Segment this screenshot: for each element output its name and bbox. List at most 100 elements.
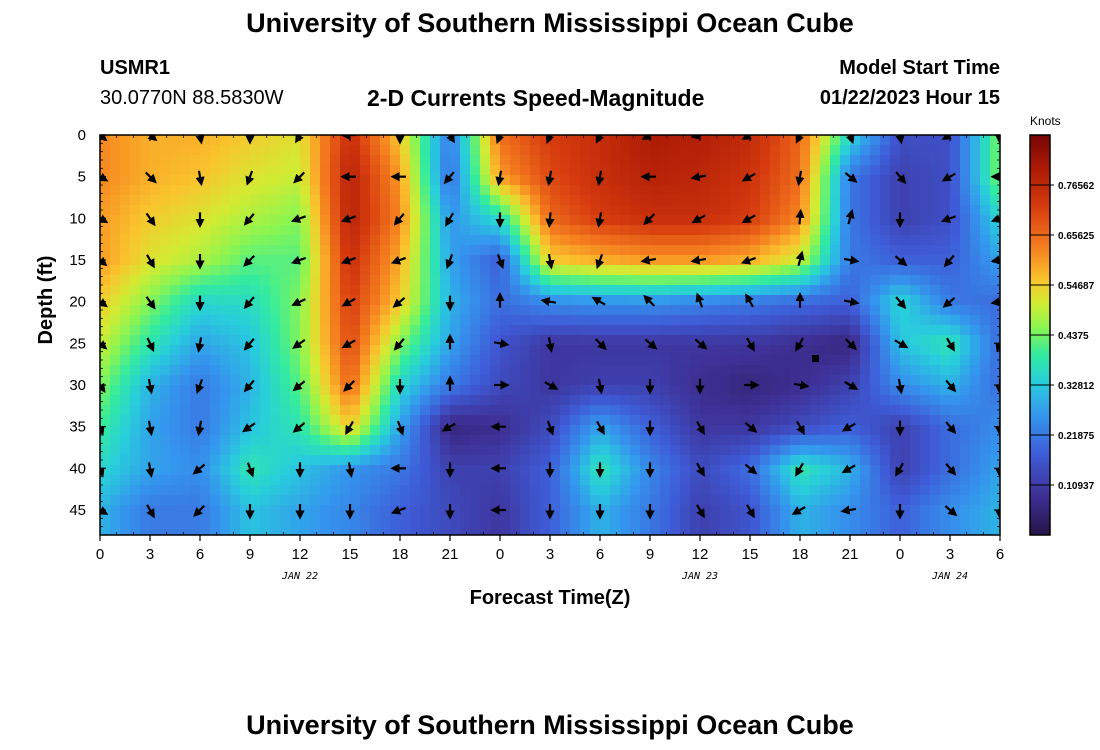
heatmap-cell (280, 155, 291, 166)
heatmap-cell (860, 505, 871, 516)
heatmap-cell (840, 285, 851, 296)
heatmap-cell (540, 275, 551, 286)
heatmap-cell (720, 465, 731, 476)
heatmap-cell (750, 145, 761, 156)
heatmap-cell (520, 295, 531, 306)
heatmap-cell (990, 235, 1000, 246)
heatmap-cell (480, 235, 491, 246)
heatmap-cell (190, 265, 201, 276)
heatmap-cell (510, 295, 521, 306)
heatmap-cell (240, 135, 251, 146)
heatmap-cell (440, 145, 451, 156)
current-vector (841, 464, 856, 474)
heatmap-cell (430, 165, 441, 176)
current-vector (193, 504, 206, 517)
heatmap-cell (650, 425, 661, 436)
heatmap-cell (970, 165, 981, 176)
heatmap-cell (510, 275, 521, 286)
heatmap-cell (340, 355, 351, 366)
heatmap-cell (180, 525, 191, 535)
heatmap-cell (380, 205, 391, 216)
heatmap-cell (780, 395, 791, 406)
heatmap-cell (110, 235, 121, 246)
heatmap-cell (910, 235, 921, 246)
heatmap-cell (950, 495, 961, 506)
heatmap-cell (820, 155, 831, 166)
heatmap-cell (980, 485, 991, 496)
heatmap-cell (810, 525, 821, 535)
heatmap-cell (610, 245, 621, 256)
heatmap-cell (740, 425, 751, 436)
heatmap-cell (480, 135, 491, 146)
heatmap-cell (780, 445, 791, 456)
heatmap-cell (570, 385, 581, 396)
heatmap-cell (780, 315, 791, 326)
heatmap-cell (320, 505, 331, 516)
heatmap-cell (730, 355, 741, 366)
heatmap-cell (900, 275, 911, 286)
heatmap-cell (450, 425, 461, 436)
heatmap-cell (690, 385, 701, 396)
heatmap-cell (380, 355, 391, 366)
heatmap-cell (610, 275, 621, 286)
heatmap-cell (700, 175, 711, 186)
heatmap-cell (230, 285, 241, 296)
heatmap-cell (120, 155, 131, 166)
heatmap-cell (850, 205, 861, 216)
heatmap-cell (150, 415, 161, 426)
heatmap-cell (950, 295, 961, 306)
heatmap-cell (300, 135, 311, 146)
heatmap-cell (680, 475, 691, 486)
heatmap-cell (950, 155, 961, 166)
heatmap-cell (810, 245, 821, 256)
heatmap-cell (640, 145, 651, 156)
heatmap-cell (890, 165, 901, 176)
heatmap-cell (410, 465, 421, 476)
heatmap-cell (290, 375, 301, 386)
current-vector (243, 379, 255, 393)
heatmap-cell (700, 435, 711, 446)
heatmap-cell (230, 295, 241, 306)
heatmap-cell (330, 425, 341, 436)
heatmap-cell (340, 495, 351, 506)
heatmap-cell (190, 405, 201, 416)
heatmap-cell (840, 455, 851, 466)
heatmap-cell (950, 415, 961, 426)
heatmap-cell (220, 385, 231, 396)
heatmap-cell (120, 485, 131, 496)
heatmap-cell (620, 455, 631, 466)
heatmap-cell (220, 365, 231, 376)
heatmap-cell (130, 465, 141, 476)
heatmap-cell (200, 515, 211, 526)
heatmap-cell (570, 135, 581, 146)
heatmap-cell (690, 465, 701, 476)
heatmap-cell (350, 145, 361, 156)
heatmap-cell (420, 185, 431, 196)
heatmap-cell (130, 135, 141, 146)
heatmap-cell (790, 145, 801, 156)
heatmap-cell (390, 445, 401, 456)
heatmap-cell (340, 345, 351, 356)
heatmap-cell (280, 315, 291, 326)
heatmap-cell (150, 185, 161, 196)
heatmap-cell (200, 265, 211, 276)
heatmap-cell (930, 285, 941, 296)
heatmap-cell (220, 405, 231, 416)
heatmap-cell (230, 255, 241, 266)
heatmap-cell (850, 195, 861, 206)
heatmap-cell (360, 375, 371, 386)
heatmap-cell (990, 265, 1000, 276)
heatmap-cell (920, 315, 931, 326)
heatmap-cell (450, 275, 461, 286)
heatmap-cell (470, 345, 481, 356)
heatmap-cell (220, 255, 231, 266)
heatmap-cell (490, 395, 501, 406)
heatmap-cell (400, 515, 411, 526)
heatmap-cell (210, 395, 221, 406)
heatmap-cell (620, 425, 631, 436)
heatmap-cell (200, 255, 211, 266)
heatmap-cell (350, 325, 361, 336)
heatmap-cell (830, 515, 841, 526)
heatmap-cell (760, 245, 771, 256)
heatmap-cell (950, 515, 961, 526)
